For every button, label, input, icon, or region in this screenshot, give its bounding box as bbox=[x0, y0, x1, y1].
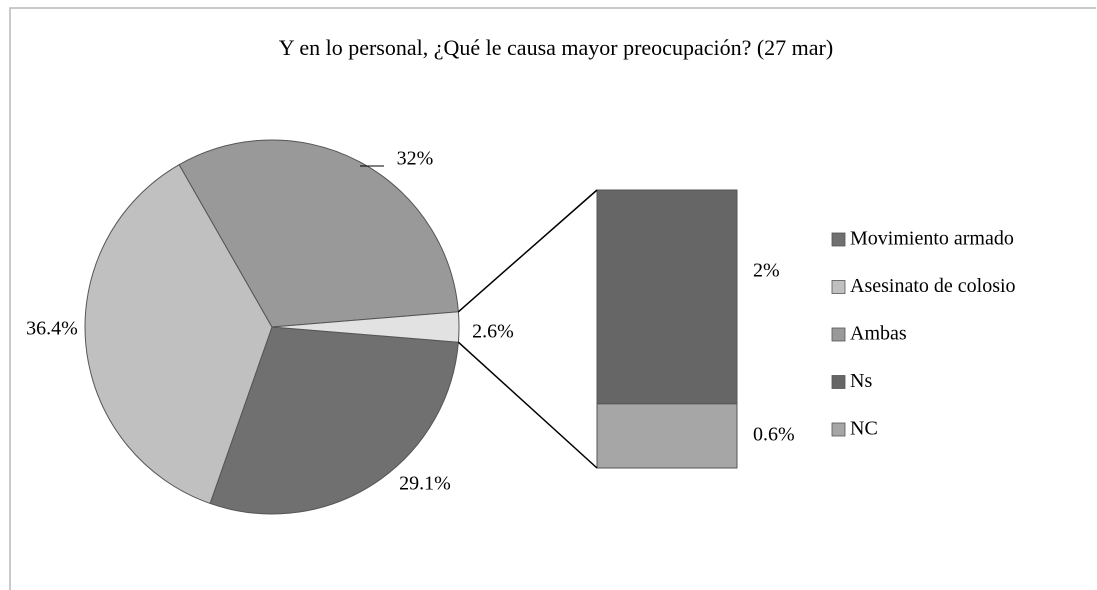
data-label: 32% bbox=[397, 148, 434, 170]
data-label: 0.6% bbox=[753, 424, 795, 446]
chart-frame bbox=[9, 7, 1096, 590]
legend-label: Asesinato de colosio bbox=[850, 275, 1016, 297]
bar-segment bbox=[596, 403, 738, 469]
pie-slice bbox=[84, 163, 273, 505]
connector-line bbox=[457, 189, 598, 313]
pie-slice bbox=[209, 326, 459, 515]
data-label: 2% bbox=[753, 260, 780, 282]
legend-label: Ambas bbox=[850, 323, 907, 345]
legend-swatch bbox=[831, 232, 846, 247]
legend-label: NC bbox=[850, 418, 878, 440]
pie-slice bbox=[271, 311, 460, 343]
chart-title: Y en lo personal, ¿Qué le causa mayor pr… bbox=[279, 35, 833, 60]
legend-swatch bbox=[831, 327, 846, 342]
legend-label: Movimiento armado bbox=[850, 228, 1014, 250]
connector-line bbox=[457, 341, 598, 469]
data-label: 36.4% bbox=[26, 318, 78, 340]
legend-swatch bbox=[831, 280, 846, 294]
data-label: 2.6% bbox=[472, 321, 514, 343]
data-label: 29.1% bbox=[399, 473, 451, 495]
legend-label: Ns bbox=[850, 370, 872, 392]
bar-segment bbox=[596, 189, 738, 405]
legend-swatch bbox=[831, 375, 846, 389]
legend-swatch bbox=[831, 422, 846, 437]
pie-slice bbox=[178, 139, 459, 328]
